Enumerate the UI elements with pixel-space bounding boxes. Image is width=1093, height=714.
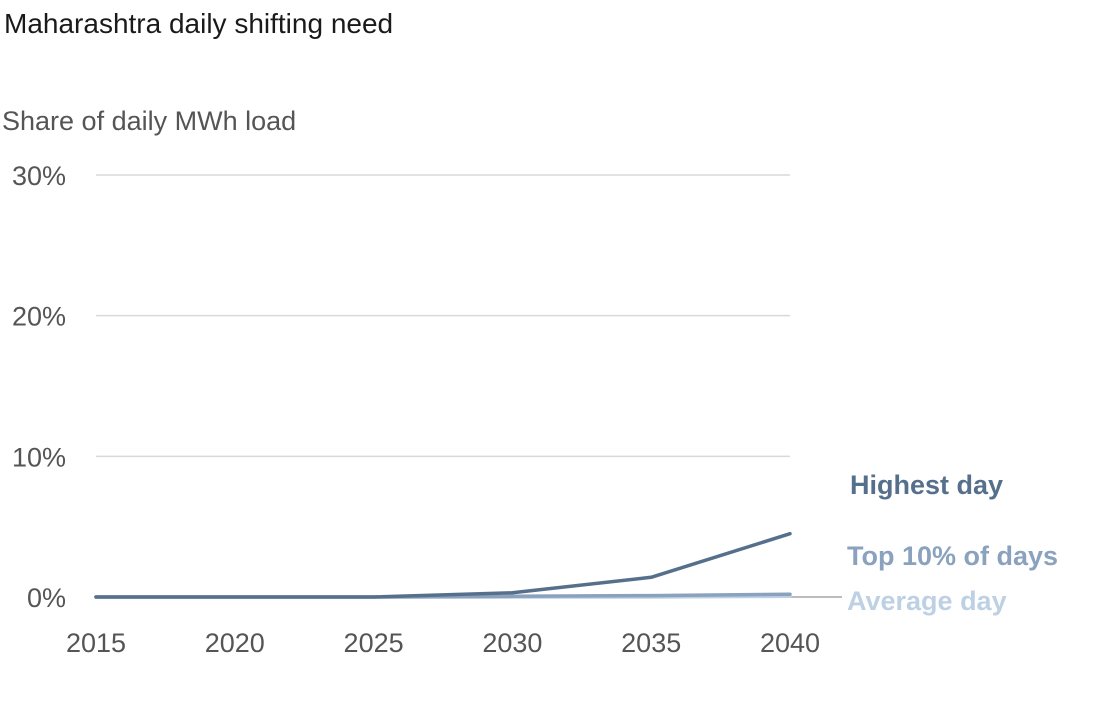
- x-tick-labels: 2015 2020 2025 2030 2035 2040: [66, 628, 820, 658]
- series-label: Average day: [847, 586, 1007, 616]
- x-tick-label: 2020: [205, 628, 265, 658]
- y-tick-label: 10%: [12, 442, 66, 472]
- chart-title: Maharashtra daily shifting need: [4, 8, 393, 39]
- series-label: Top 10% of days: [847, 541, 1058, 571]
- y-tick-label: 20%: [12, 302, 66, 332]
- gridlines: [96, 174, 842, 598]
- series-line: [94, 531, 792, 599]
- series-lines: [94, 531, 792, 599]
- x-tick-label: 2040: [760, 628, 820, 658]
- y-tick-labels: 0% 10% 20% 30%: [12, 161, 66, 613]
- y-tick-label: 30%: [12, 161, 66, 191]
- x-tick-label: 2025: [344, 628, 404, 658]
- x-tick-label: 2030: [482, 628, 542, 658]
- series-labels: Highest day Top 10% of days Average day: [847, 470, 1058, 616]
- series-label: Highest day: [850, 470, 1003, 500]
- y-axis-label: Share of daily MWh load: [2, 106, 296, 136]
- x-tick-label: 2015: [66, 628, 126, 658]
- x-tick-label: 2035: [621, 628, 681, 658]
- y-tick-label: 0%: [27, 583, 66, 613]
